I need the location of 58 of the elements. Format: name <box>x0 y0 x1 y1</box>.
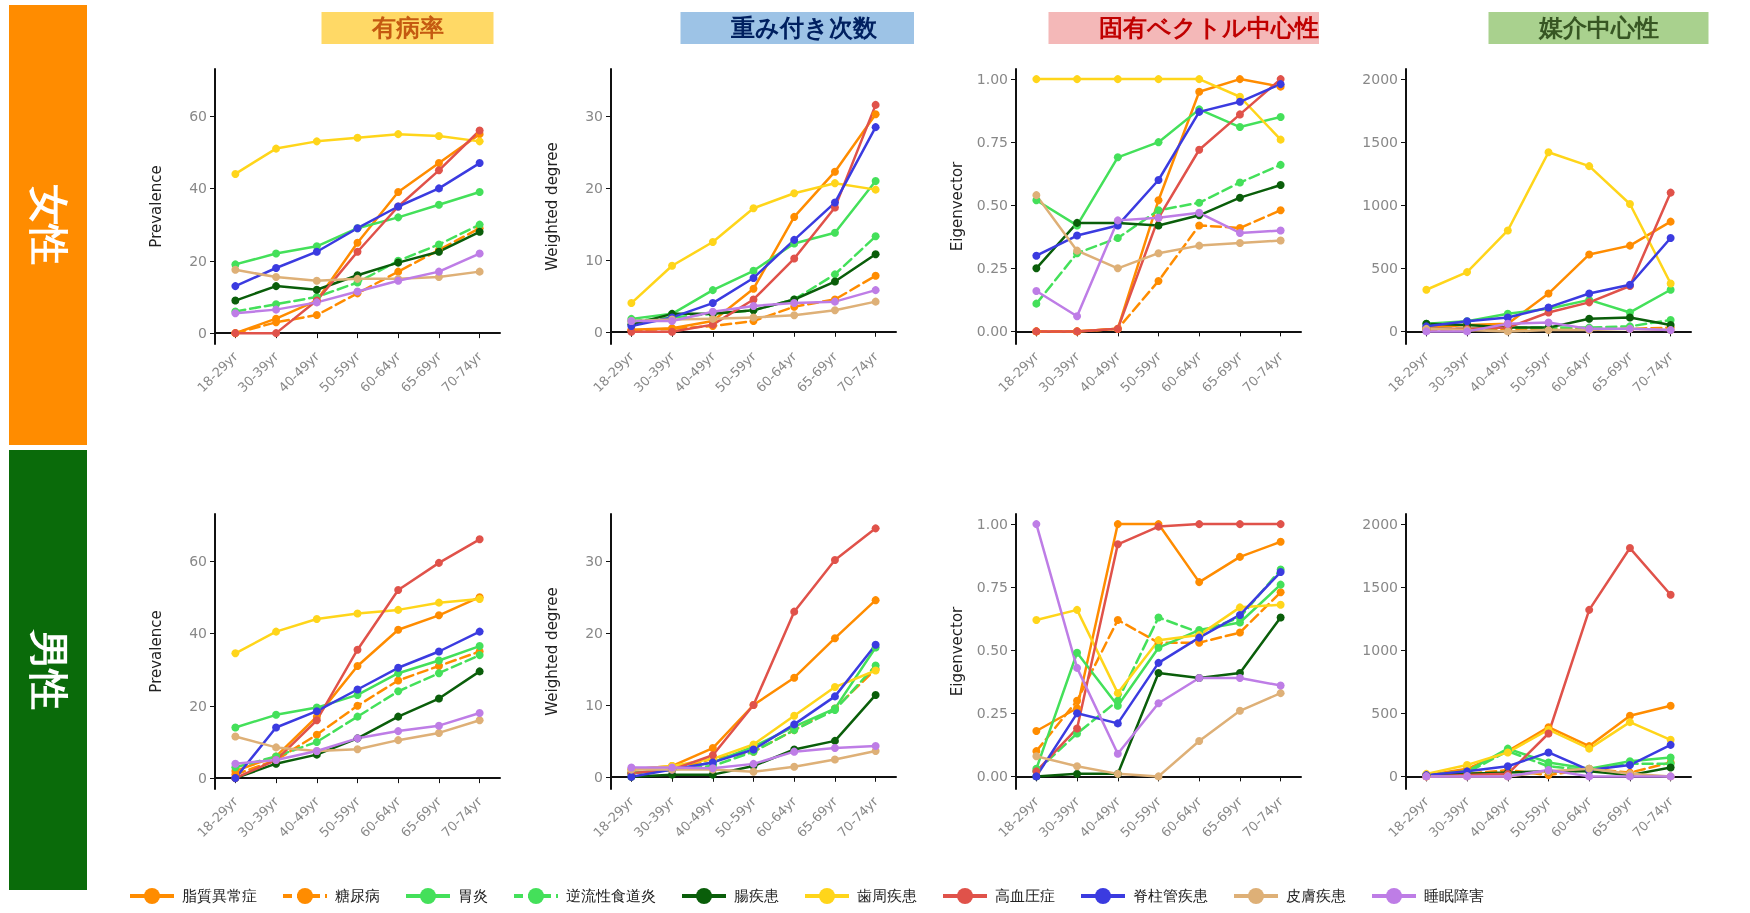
y-tick-label: 30 <box>585 108 603 125</box>
y-axis-title: Prevalence <box>146 610 165 693</box>
legend-label: 脊柱管疾患 <box>1133 886 1208 906</box>
legend-label: 歯周疾患 <box>857 886 917 906</box>
y-tick-label: 0.25 <box>976 705 1008 722</box>
y-tick-label: 0 <box>198 325 207 342</box>
chart-title: 有病率 <box>370 14 444 42</box>
chart-title: 重み付き次数 <box>729 14 878 42</box>
y-tick-label: 0.75 <box>976 134 1008 151</box>
y-tick-label: 0.75 <box>976 579 1008 596</box>
legend-label: 逆流性食道炎 <box>566 886 656 906</box>
legend-label: 胃炎 <box>458 886 488 906</box>
y-tick-label: 60 <box>189 553 207 570</box>
y-axis-title: Weighted degree <box>542 587 561 716</box>
legend-label: 高血圧症 <box>995 886 1055 906</box>
y-tick-label: 0.00 <box>976 768 1008 785</box>
y-tick-label: 0.50 <box>976 642 1008 659</box>
y-tick-label: 500 <box>1371 705 1398 722</box>
y-tick-label: 1500 <box>1362 134 1398 151</box>
y-tick-label: 0.50 <box>976 197 1008 214</box>
chart-title: 固有ベクトル中心性 <box>1098 14 1319 42</box>
y-axis-title: Eigenvector <box>947 160 966 252</box>
y-tick-label: 40 <box>189 625 207 642</box>
y-tick-label: 1.00 <box>976 71 1008 88</box>
y-tick-label: 30 <box>585 553 603 570</box>
y-tick-label: 1.00 <box>976 516 1008 533</box>
y-tick-label: 40 <box>189 180 207 197</box>
y-axis-title: Weighted degree <box>542 142 561 271</box>
y-tick-label: 20 <box>585 625 603 642</box>
y-tick-label: 0 <box>198 770 207 787</box>
y-tick-label: 60 <box>189 108 207 125</box>
legend-label: 睡眠障害 <box>1424 886 1484 906</box>
y-tick-label: 500 <box>1371 260 1398 277</box>
y-tick-label: 0.00 <box>976 323 1008 340</box>
legend-label: 皮膚疾患 <box>1286 886 1346 906</box>
text: 男性 <box>24 630 73 710</box>
y-tick-label: 0 <box>1389 323 1398 340</box>
y-tick-label: 1000 <box>1362 642 1398 659</box>
y-tick-label: 20 <box>189 697 207 714</box>
y-tick-label: 2000 <box>1362 516 1398 533</box>
y-tick-label: 2000 <box>1362 71 1398 88</box>
chart-title: 媒介中心性 <box>1537 14 1659 42</box>
y-tick-label: 10 <box>585 251 603 268</box>
y-tick-label: 0.25 <box>976 260 1008 277</box>
y-tick-label: 20 <box>585 180 603 197</box>
legend-label: 糖尿病 <box>335 886 380 906</box>
legend-label: 腸疾患 <box>734 886 779 906</box>
y-tick-label: 1500 <box>1362 579 1398 596</box>
y-axis-title: Eigenvector <box>947 605 966 697</box>
y-tick-label: 10 <box>585 696 603 713</box>
legend-label: 脂質異常症 <box>182 886 257 906</box>
text: 女性 <box>24 185 73 265</box>
y-tick-label: 20 <box>189 252 207 269</box>
y-tick-label: 0 <box>594 768 603 785</box>
y-axis-title: Prevalence <box>146 165 165 248</box>
y-tick-label: 0 <box>594 323 603 340</box>
y-tick-label: 1000 <box>1362 197 1398 214</box>
y-tick-label: 0 <box>1389 768 1398 785</box>
